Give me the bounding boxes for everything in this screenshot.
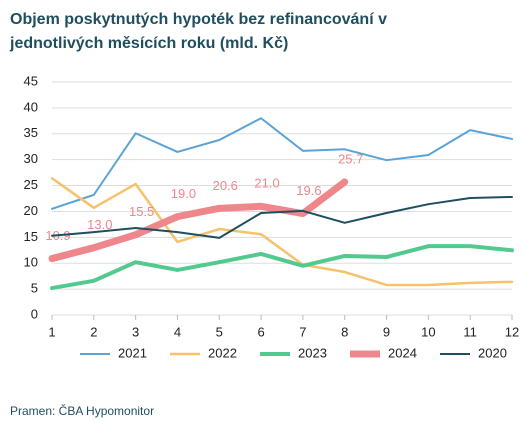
y-tick-label: 25 [24, 177, 38, 192]
source: Pramen: ČBA Hypomonitor [10, 403, 154, 418]
data-label: 25.7 [338, 151, 363, 166]
legend-label: 2024 [388, 345, 417, 360]
x-tick-label: 7 [299, 324, 306, 339]
series-line [48, 178, 349, 263]
y-tick-label: 30 [24, 151, 38, 166]
x-tick-label: 12 [505, 324, 519, 339]
legend-label: 2023 [298, 345, 327, 360]
x-tick-label: 11 [463, 324, 477, 339]
chart-title: jednotlivých měsících roku (mld. Kč) [9, 35, 288, 52]
y-tick-label: 35 [24, 125, 38, 140]
data-label: 19.6 [296, 183, 321, 198]
x-tick-label: 10 [421, 324, 435, 339]
data-label: 13.0 [87, 217, 112, 232]
x-tick-label: 5 [216, 324, 223, 339]
series-line [50, 177, 514, 287]
y-tick-label: 15 [24, 229, 38, 244]
y-tick-label: 20 [24, 203, 38, 218]
legend-label: 2022 [208, 345, 237, 360]
y-tick-label: 5 [31, 281, 38, 296]
series-line [50, 244, 514, 291]
data-label: 15.5 [129, 204, 154, 219]
series-line [51, 195, 513, 239]
y-tick-label: 45 [24, 73, 38, 88]
x-tick-label: 8 [341, 324, 348, 339]
chart-title: Objem poskytnutých hypoték bez refinanco… [10, 11, 387, 28]
y-tick-label: 0 [31, 306, 38, 321]
legend-label: 2020 [478, 345, 507, 360]
x-tick-label: 9 [383, 324, 390, 339]
series-line [51, 117, 513, 210]
x-tick-label: 6 [257, 324, 264, 339]
data-label: 20.6 [213, 178, 238, 193]
legend-label: 2021 [118, 345, 147, 360]
data-label: 21.0 [254, 176, 279, 191]
x-tick-label: 4 [174, 324, 181, 339]
x-tick-label: 2 [90, 324, 97, 339]
y-tick-label: 10 [24, 255, 38, 270]
y-tick-label: 40 [24, 99, 38, 114]
x-tick-label: 1 [48, 324, 55, 339]
x-tick-label: 3 [132, 324, 139, 339]
data-label: 19.0 [171, 186, 196, 201]
